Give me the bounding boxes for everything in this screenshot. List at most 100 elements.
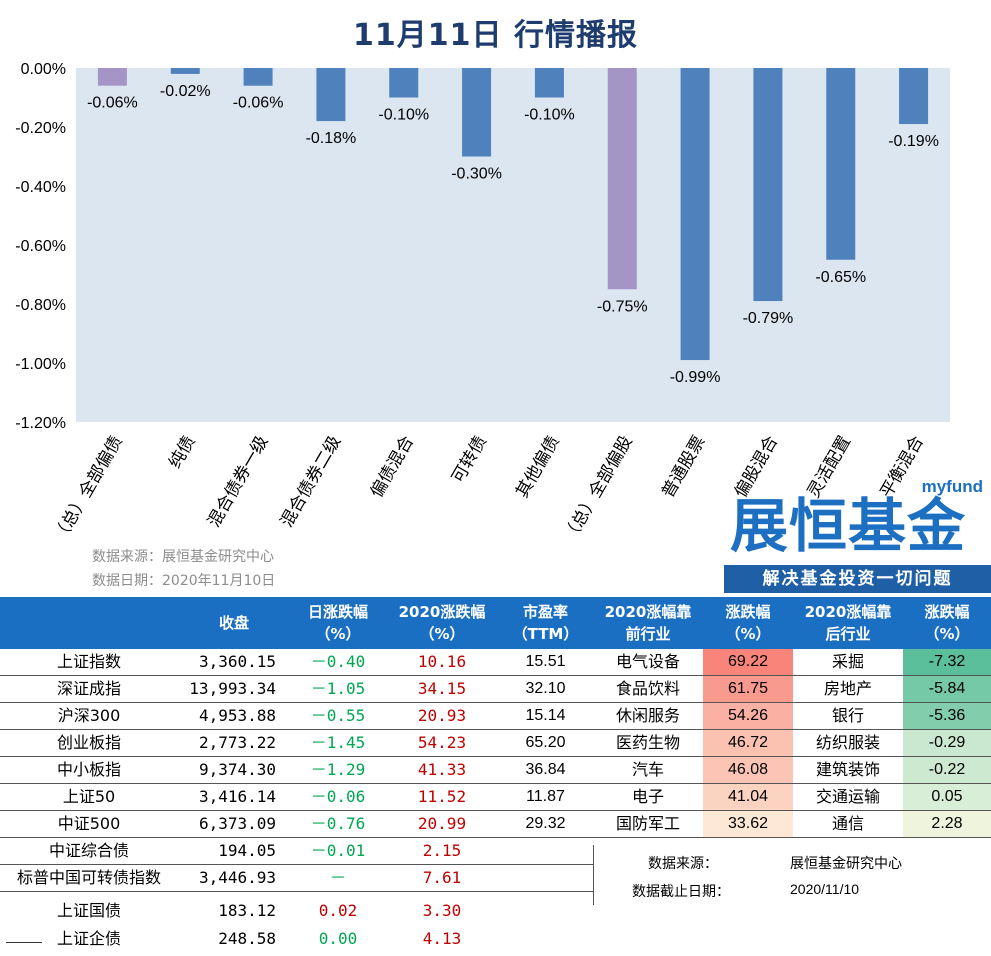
bar	[243, 68, 273, 86]
x-tick-label: 纯债	[165, 433, 199, 472]
day-change: －1.45	[290, 729, 386, 757]
bottom-industry-change: -5.36	[903, 702, 991, 730]
index-name: 标普中国可转债指数	[0, 864, 178, 892]
table-row: 标普中国可转债指数 3,446.93 － 7.61	[0, 864, 593, 892]
data-label: -0.10%	[524, 107, 575, 124]
bar	[462, 68, 492, 157]
x-tick-label: 混合债券一级	[204, 433, 272, 531]
bar	[899, 68, 929, 125]
top-industry-change: 46.72	[703, 729, 793, 757]
page-title: 11月11日 行情播报	[353, 18, 638, 53]
table-row: 医药生物 46.72 纺织服装 -0.29	[593, 729, 991, 757]
bottom-industry-name: 采掘	[793, 649, 903, 676]
index-table: 收盘 日涨跌幅 （%） 2020涨跌幅 （%） 市盈率 （TTM） 上证指数 3,360.15…	[0, 597, 593, 892]
column-header: 日涨跌幅 （%）	[290, 597, 386, 649]
column-header: 2020涨跌幅 （%）	[386, 597, 498, 649]
data-label: -0.79%	[743, 310, 794, 327]
y-tick-label: 0.00%	[21, 61, 66, 78]
top-industry-change: 54.26	[703, 702, 793, 730]
table-row: 中小板指 9,374.30 －1.29 41.33 36.84	[0, 756, 593, 784]
day-change: －1.29	[290, 756, 386, 784]
ytd-change: 20.93	[386, 702, 498, 730]
bottom-industry-name: 纺织服装	[793, 729, 903, 757]
bottom-industry-change: -0.22	[903, 756, 991, 784]
industry-footer: 数据来源： 展恒基金研究中心 数据截止日期： 2020/11/10	[593, 845, 991, 905]
bar	[316, 68, 346, 122]
column-header: 市盈率 （TTM）	[498, 597, 593, 649]
column-header: 涨跌幅 （%）	[703, 597, 793, 649]
bottom-industry-change: 0.05	[903, 783, 991, 811]
index-name: 沪深300	[0, 702, 178, 730]
table-row: 中证500 6,373.09 －0.76 20.99 29.32	[0, 810, 593, 838]
index-name: 中小板指	[0, 756, 178, 784]
bond-table: 上证国债 183.12 0.02 3.30 上证企债 248.58 0.00 4.13	[0, 897, 593, 953]
industry-table: 2020涨幅靠 前行业 涨跌幅 （%） 2020涨幅靠 后行业 涨跌幅 （%） 电气设备 69.…	[593, 597, 991, 838]
close-value: 183.12	[218, 901, 276, 920]
data-label: -0.18%	[306, 130, 357, 147]
bar	[680, 68, 710, 361]
ytd-change: 10.16	[386, 649, 498, 676]
day-change: －0.06	[290, 783, 386, 811]
data-label: -0.19%	[888, 133, 939, 150]
column-header	[0, 597, 178, 649]
pe-ttm	[498, 925, 593, 953]
data-label: -0.06%	[233, 95, 284, 112]
x-tick-label: （总）全部偏债	[50, 433, 127, 546]
index-name: 中证综合债	[0, 837, 178, 865]
index-name: 上证国债	[56, 901, 121, 920]
top-industry-name: 电气设备	[593, 649, 703, 676]
data-label: -0.99%	[670, 369, 721, 386]
ytd-change: 7.61	[386, 864, 498, 892]
top-industry-change: 61.75	[703, 675, 793, 703]
table-row: 上证企债 248.58 0.00 4.13	[0, 925, 593, 953]
divider	[6, 942, 42, 943]
pe-ttm: 15.51	[498, 649, 593, 676]
bottom-industry-name: 建筑装饰	[793, 756, 903, 784]
source-note: 数据来源：展恒基金研究中心	[92, 549, 274, 565]
table-row: 中证综合债 194.05 －0.01 2.15	[0, 837, 593, 865]
table-row: 深证成指 13,993.34 －1.05 34.15 32.10	[0, 675, 593, 703]
top-industry-change: 69.22	[703, 649, 793, 676]
close-value: 248.58	[218, 929, 276, 948]
top-industry-name: 食品饮料	[593, 675, 703, 703]
ytd-change: 2.15	[386, 837, 498, 865]
top-industry-name: 医药生物	[593, 729, 703, 757]
bottom-industry-name: 银行	[793, 702, 903, 730]
table-row: 沪深300 4,953.88 －0.55 20.93 15.14	[0, 702, 593, 730]
pe-ttm	[498, 837, 593, 865]
bar	[607, 68, 637, 290]
bottom-industry-change: -7.32	[903, 649, 991, 676]
pe-ttm	[498, 897, 593, 925]
close-value: 9,374.30	[178, 756, 290, 784]
logo-chinese: 展恒基金	[730, 492, 967, 560]
bar-chart: 0.00% -0.20% -0.40% -0.60% -0.80% -1.00% -1.20…	[15, 61, 950, 546]
data-label: -0.10%	[378, 107, 429, 124]
bar	[753, 68, 783, 302]
x-tick-label: 普通股票	[658, 433, 709, 502]
x-tick-label: （总）全部偏股	[560, 433, 637, 546]
column-header: 2020涨幅靠 前行业	[593, 597, 703, 649]
x-tick-label: 可转债	[448, 433, 491, 487]
pe-ttm: 36.84	[498, 756, 593, 784]
y-tick-label: -0.60%	[15, 238, 66, 255]
table-row: 上证指数 3,360.15 －0.40 10.16 15.51	[0, 649, 593, 676]
index-name: 深证成指	[0, 675, 178, 703]
footer-date-label: 数据截止日期：	[632, 884, 730, 900]
column-header: 涨跌幅 （%）	[903, 597, 991, 649]
top-industry-change: 46.08	[703, 756, 793, 784]
table-row: 食品饮料 61.75 房地产 -5.84	[593, 675, 991, 703]
table-row: 创业板指 2,773.22 －1.45 54.23 65.20	[0, 729, 593, 757]
x-tick-label: 其他偏债	[512, 433, 563, 502]
x-tick-label: 混合债券二级	[277, 433, 345, 531]
footer-source-label: 数据来源：	[648, 856, 718, 872]
column-header: 收盘	[178, 597, 290, 649]
close-value: 13,993.34	[178, 675, 290, 703]
bar	[170, 68, 200, 74]
pe-ttm: 11.87	[498, 783, 593, 811]
myfund-logo: myfund 展恒基金 解决基金投资一切问题	[716, 477, 991, 593]
bottom-industry-change: -0.29	[903, 729, 991, 757]
day-change: －	[290, 864, 386, 892]
top-industry-change: 41.04	[703, 783, 793, 811]
pe-ttm: 65.20	[498, 729, 593, 757]
bottom-industry-change: 2.28	[903, 810, 991, 838]
